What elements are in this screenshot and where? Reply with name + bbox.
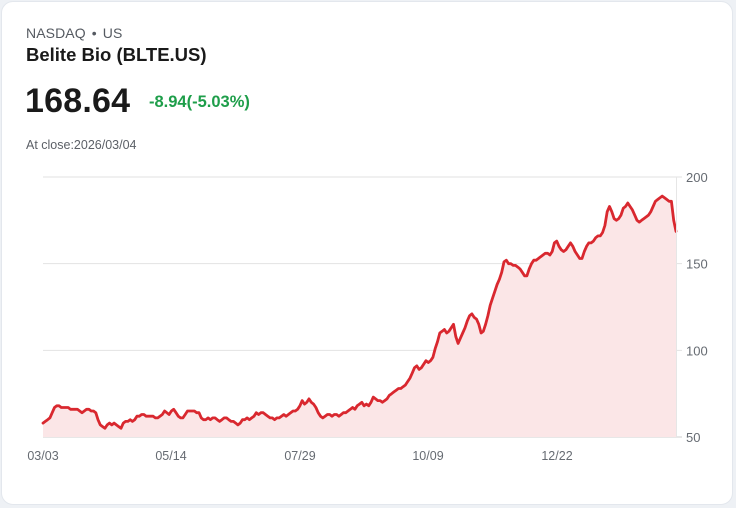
price-change: -8.94(-5.03%) — [149, 93, 250, 111]
x-tick-label: 07/29 — [284, 449, 315, 463]
chart-area-fill — [43, 196, 676, 437]
y-tick-label: 50 — [686, 430, 700, 445]
stock-title: Belite Bio (BLTE.US) — [26, 44, 207, 65]
y-axis-labels: 200 150 100 50 — [686, 170, 708, 445]
exchange-line: NASDAQ • US — [26, 25, 122, 41]
region: US — [102, 25, 123, 41]
x-tick-label: 10/09 — [412, 449, 443, 463]
close-date: At close:2026/03/04 — [26, 138, 137, 152]
chart-price-line — [41, 194, 678, 430]
y-tick-label: 100 — [686, 343, 708, 358]
y-tick-label: 200 — [686, 170, 708, 185]
x-tick-label: 03/03 — [27, 449, 58, 463]
y-tick-label: 150 — [686, 257, 708, 272]
separator-dot: • — [91, 25, 97, 41]
x-tick-label: 05/14 — [155, 449, 186, 463]
x-axis-labels: 03/03 05/14 07/29 10/09 12/22 — [27, 449, 572, 463]
stock-price: 168.64 — [25, 82, 131, 120]
exchange-name: NASDAQ — [26, 25, 86, 41]
x-tick-label: 12/22 — [541, 449, 572, 463]
